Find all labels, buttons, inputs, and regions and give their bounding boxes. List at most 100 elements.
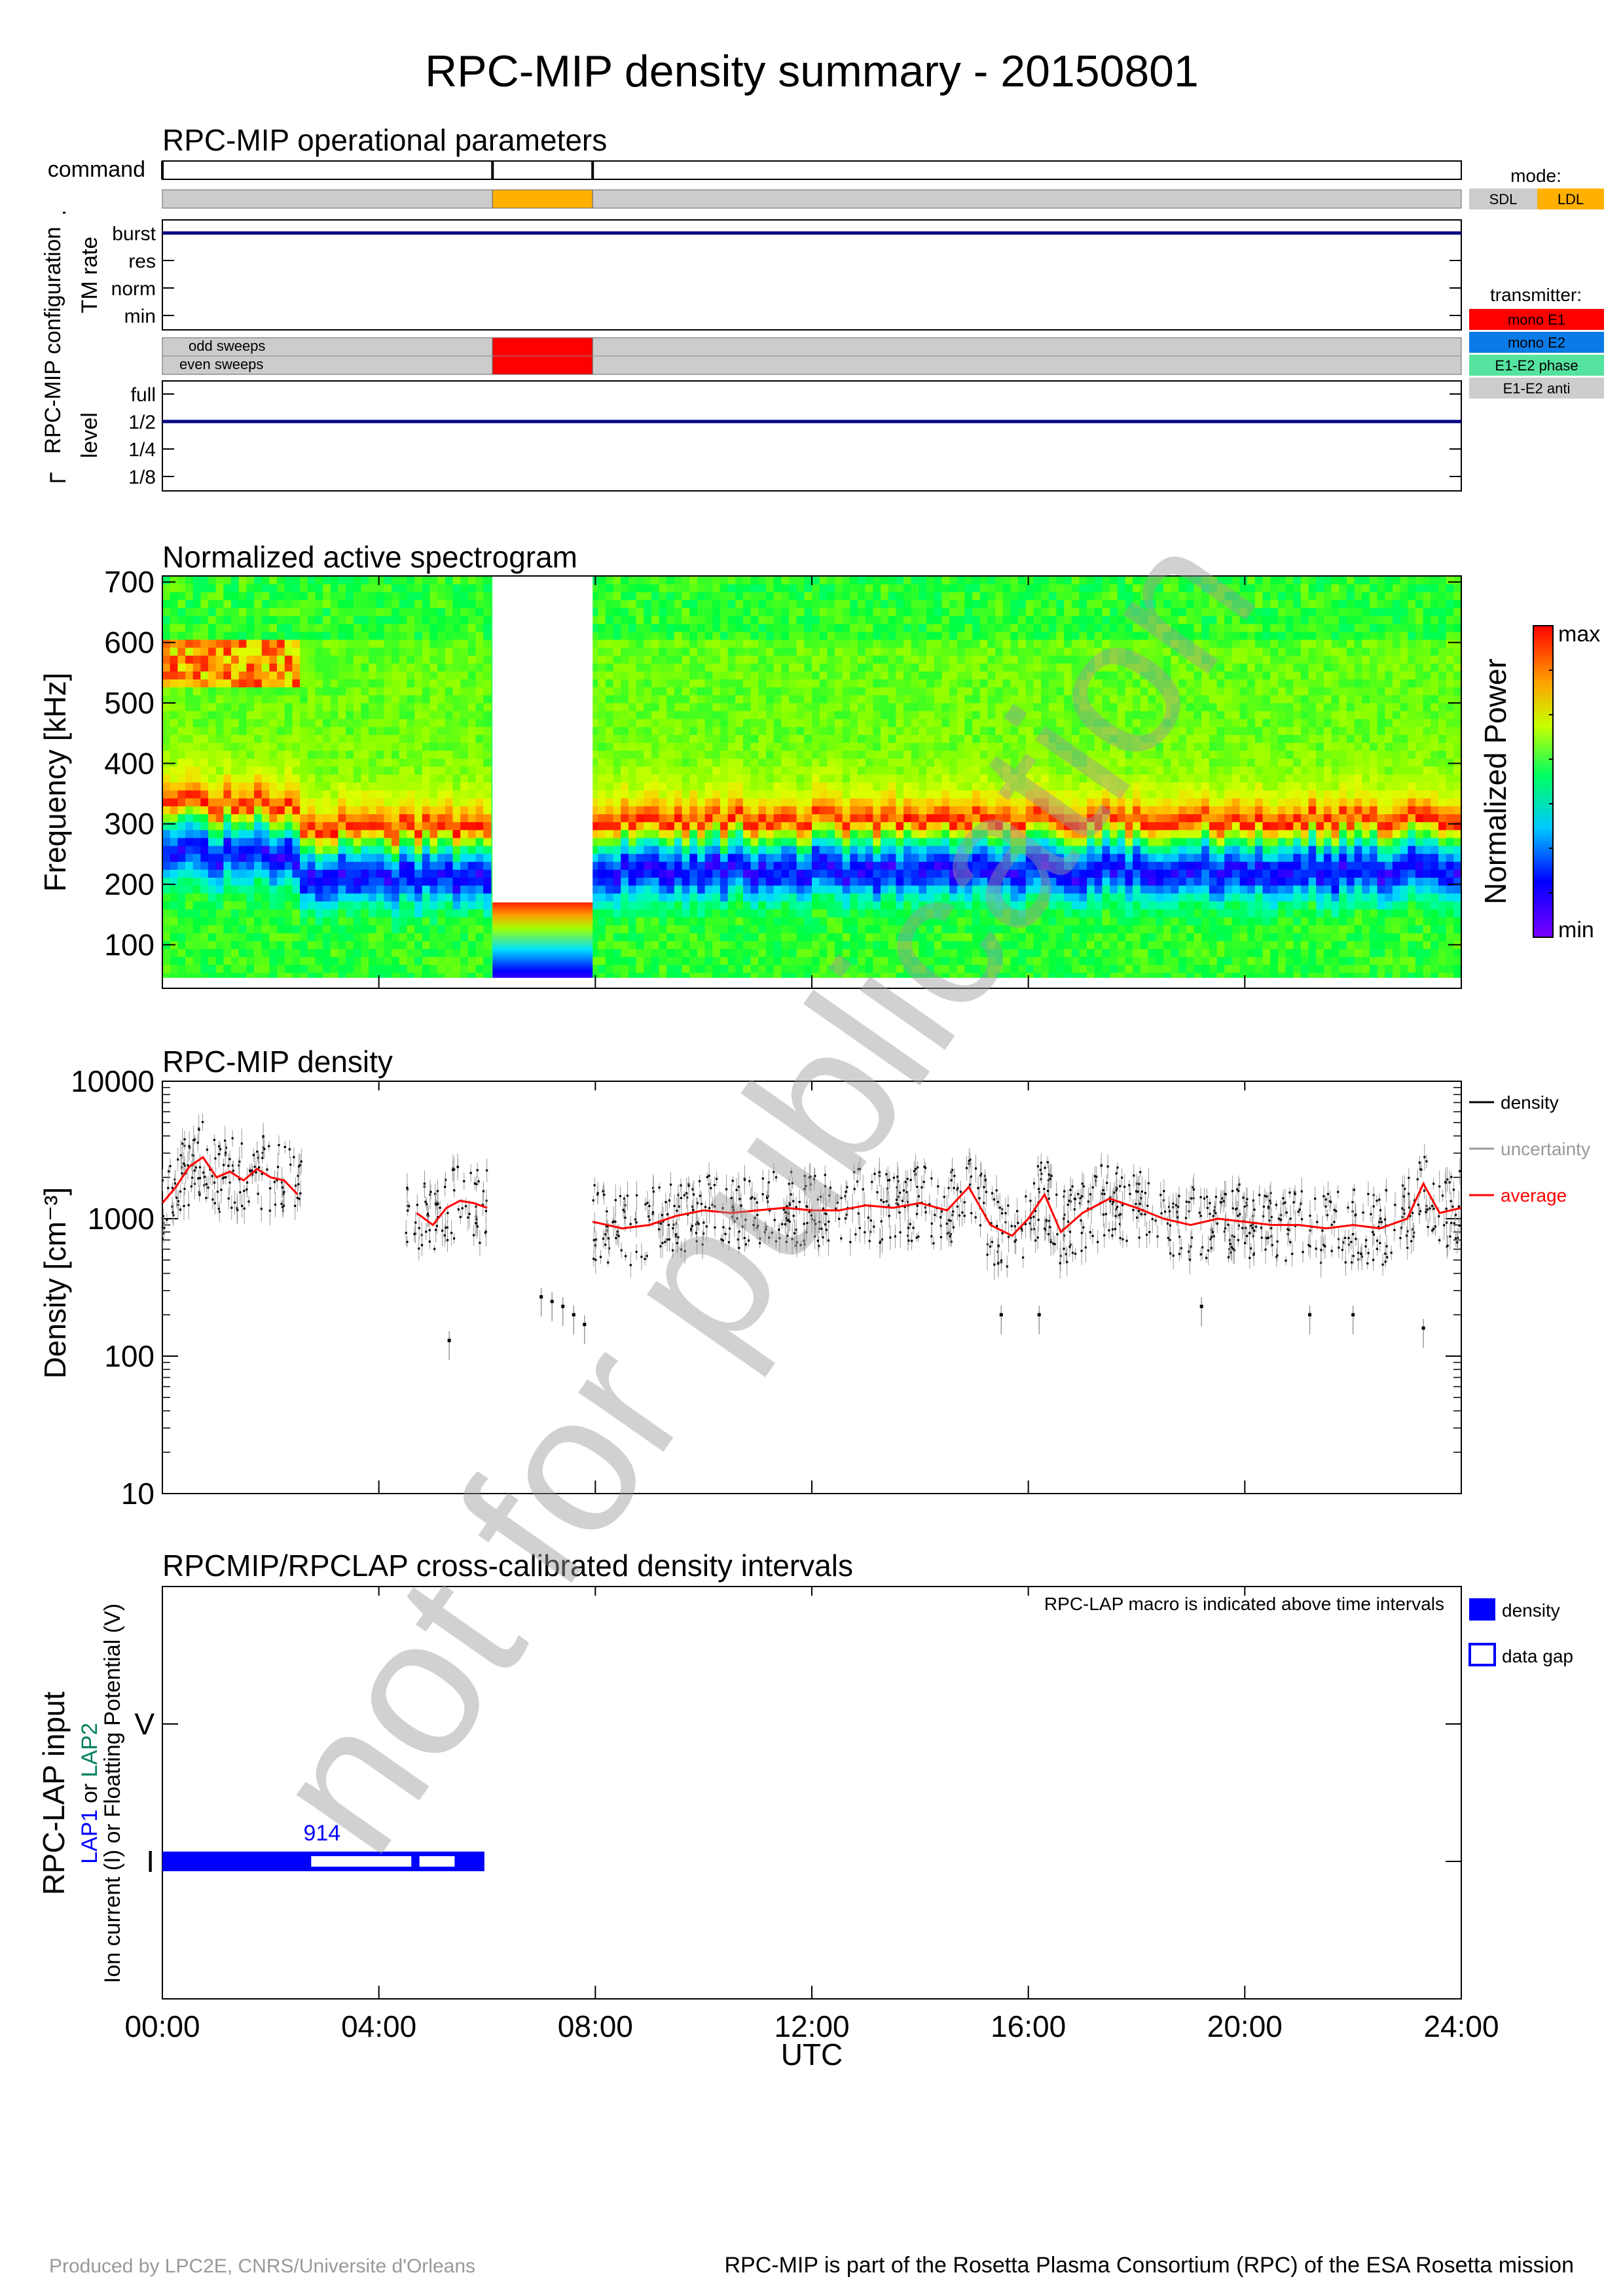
- spectrogram-cell-224: [192, 853, 201, 862]
- spectrogram-cell-4304: [888, 663, 896, 672]
- spectrogram-cell-1634: [399, 806, 408, 815]
- spectrogram-cell-3209: [727, 687, 736, 696]
- spectrogram-cell-432: [223, 853, 232, 862]
- spectrogram-cell-2887: [682, 766, 690, 775]
- spectrogram-cell-1750: [414, 710, 423, 719]
- spectrogram-cell-1981: [452, 941, 461, 950]
- spectrogram-cell-949: [300, 877, 308, 886]
- spectrogram-cell-4371: [903, 956, 912, 965]
- spectrogram-cell-1739: [414, 798, 423, 806]
- spectrogram-cell-4436: [911, 853, 919, 862]
- spectrogram-cell-4122: [865, 869, 873, 878]
- spectrogram-cell-4052: [850, 600, 858, 609]
- spectrogram-cell-4015: [850, 893, 858, 902]
- spectrogram-cell-1438: [369, 710, 377, 719]
- spectrogram-cell-1909: [437, 687, 446, 696]
- spectrogram-cell-2481: [621, 687, 629, 696]
- spectrogram-cell-2130: [467, 584, 477, 592]
- spectrogram-cell-2744: [659, 663, 667, 672]
- spectrogram-cell-2050: [460, 806, 469, 815]
- spectrogram-cell-2177: [475, 623, 484, 632]
- spectrogram-cell-379: [215, 861, 224, 870]
- spectrogram-cell-662: [254, 679, 263, 688]
- command-label: command: [48, 157, 145, 182]
- spectrogram-cell-3476: [765, 631, 775, 640]
- spectrogram-cell-3594: [788, 933, 797, 941]
- spectrogram-cell-4372: [903, 948, 912, 958]
- spectrogram-cell-4616: [934, 663, 942, 672]
- spectrogram-cell-823: [277, 639, 285, 648]
- spectrogram-cell-1016: [307, 758, 316, 767]
- spectrogram-cell-162: [185, 933, 194, 941]
- spectrogram-cell-114: [177, 901, 186, 910]
- spectrogram-cell-4535: [926, 893, 935, 902]
- spectrogram-cell-2970: [697, 933, 706, 941]
- spectrogram-cell-750: [269, 806, 278, 815]
- spectrogram-cell-1671: [407, 925, 415, 933]
- spectrogram-cell-3066: [704, 584, 713, 592]
- spectrogram-cell-1465: [376, 908, 385, 918]
- spectrogram-cell-1703: [407, 671, 415, 680]
- spectrogram-cell-1870: [429, 584, 438, 592]
- spectrogram-cell-1551: [384, 639, 392, 648]
- spectrogram-cell-3978: [842, 774, 850, 783]
- spectrogram-cell-133: [177, 750, 186, 759]
- spectrogram-cell-2037: [460, 908, 469, 918]
- spectrogram-cell-1670: [407, 933, 415, 941]
- spectrogram-cell-3062: [704, 615, 713, 624]
- spectrogram-cell-110: [177, 933, 186, 941]
- spectrogram-title: Normalized active spectrogram: [162, 540, 577, 574]
- spectrogram-cell-3317: [742, 655, 752, 664]
- spectrogram-cell-1164: [330, 821, 339, 831]
- spectrogram-cell-1098: [323, 933, 331, 941]
- spectrogram-cell-1328: [353, 758, 362, 767]
- spectrogram-cell-1564: [392, 948, 400, 958]
- spectrogram-cell-3607: [788, 829, 797, 838]
- spectrogram-cell-4101: [858, 623, 866, 632]
- spectrogram-cell-466: [223, 584, 232, 592]
- spectrogram-cell-4366: [896, 584, 904, 592]
- spectrogram-cell-1827: [429, 925, 438, 933]
- spectrogram-cell-146: [177, 647, 186, 656]
- spectrogram-cell-1844: [429, 790, 438, 798]
- spectrogram-cell-338: [208, 774, 217, 783]
- spectrogram-cell-4376: [903, 916, 912, 925]
- spectrogram-cell-3346: [750, 837, 759, 846]
- spectrogram-cell-3440: [765, 916, 775, 925]
- spectrogram-cell-3579: [781, 639, 790, 648]
- spectrogram-cell-1029: [307, 655, 316, 664]
- spectrogram-cell-3936: [835, 694, 843, 704]
- spectrogram-cell-3105: [712, 687, 721, 696]
- spectrogram-cell-405: [215, 655, 224, 664]
- spectrogram-cell-2022: [452, 615, 461, 624]
- spectrogram-cell-169: [185, 877, 194, 886]
- spectrogram-cell-399: [215, 702, 224, 711]
- spectrogram-cell-179: [185, 798, 194, 806]
- spectrogram-cell-3710: [804, 837, 812, 846]
- spectrogram-cell-929: [292, 623, 301, 632]
- spectrogram-cell-472: [231, 948, 240, 958]
- transmitter-anti-swatch: [1469, 378, 1604, 399]
- spectrogram-cell-144: [177, 663, 186, 672]
- spectrogram-cell-2529: [628, 719, 637, 727]
- spectrogram-cell-3532: [773, 600, 782, 609]
- spectrogram-cell-1650: [399, 679, 408, 688]
- spectrogram-cell-3853: [827, 941, 835, 950]
- spectrogram-cell-2689: [651, 687, 660, 696]
- spectrogram-cell-2386: [605, 615, 614, 624]
- spectrogram-cell-3790: [812, 615, 820, 624]
- spectrogram-cell-670: [254, 615, 263, 624]
- spectrogram-cell-4047: [850, 639, 858, 648]
- spectrogram-cell-2442: [613, 584, 621, 592]
- spectrogram-cell-1387: [361, 702, 369, 711]
- spectrogram-cell-2434: [613, 647, 621, 656]
- spectrogram-cell-1397: [361, 623, 369, 632]
- spectrogram-cell-2737: [659, 719, 667, 727]
- spectrogram-cell-2358: [605, 837, 614, 846]
- spectrogram-cell-4500: [919, 758, 927, 767]
- spectrogram-cell-4134: [865, 774, 873, 783]
- spectrogram-cell-4377: [903, 908, 912, 918]
- spectrogram-cell-2789: [666, 719, 675, 727]
- spectrogram-cell-1123: [323, 734, 331, 744]
- spectrogram-cell-1585: [392, 782, 400, 791]
